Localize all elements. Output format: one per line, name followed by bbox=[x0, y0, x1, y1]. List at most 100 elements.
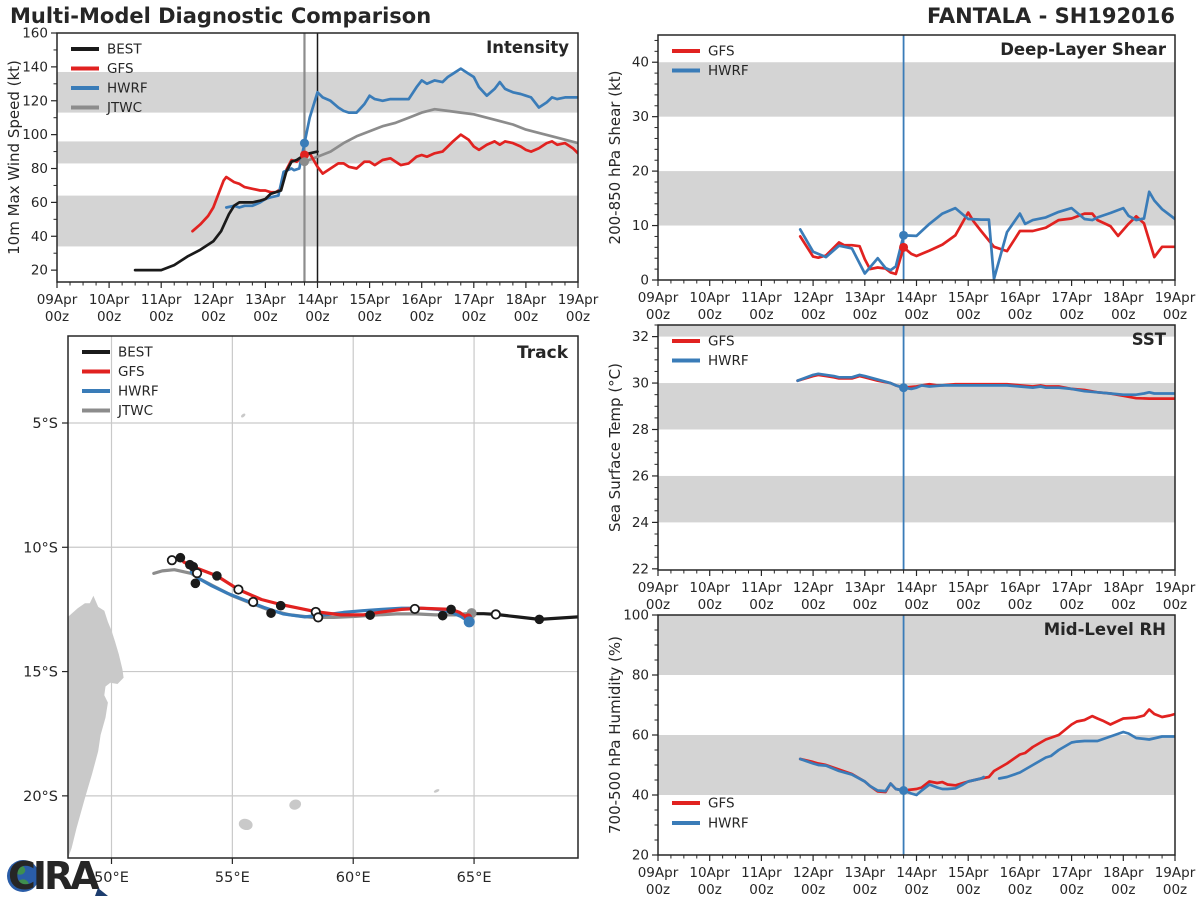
position-marker-open bbox=[248, 596, 259, 608]
series-gfs-intensity bbox=[191, 133, 578, 233]
map-x-tick: 50°E bbox=[94, 870, 129, 886]
position-marker-open bbox=[490, 609, 501, 620]
x-tick-hour: 00z bbox=[646, 882, 670, 898]
legend-sst: GFS HWRF bbox=[672, 334, 749, 369]
x-tick-day: 17Apr bbox=[1051, 580, 1092, 596]
x-tick-hour: 00z bbox=[410, 309, 434, 325]
legend-label-gfs: GFS bbox=[708, 334, 735, 350]
y-tick-label: 100 bbox=[22, 127, 48, 143]
madagascar-landmass bbox=[68, 595, 124, 858]
position-marker-filled bbox=[266, 608, 276, 618]
legend-label-gfs: GFS bbox=[118, 364, 145, 380]
island bbox=[241, 413, 246, 418]
legend-track: BEST GFS HWRF JTWC bbox=[82, 345, 159, 419]
y-tick-label: 160 bbox=[22, 26, 48, 42]
x-tick-day: 09Apr bbox=[638, 290, 679, 306]
x-tick-day: 13Apr bbox=[845, 580, 886, 596]
init-dot-hwrf bbox=[899, 786, 909, 795]
y-tick-label: 40 bbox=[31, 229, 48, 245]
x-tick-hour: 00z bbox=[1111, 882, 1135, 898]
cira-logo: CIRA bbox=[2, 844, 132, 900]
panel-track-map: 50°E 55°E 60°E 65°E 5°S 10°S 15°S 20°S Track BEST… bbox=[23, 335, 579, 886]
y-axis-label: 10m Max Wind Speed (kt) bbox=[5, 60, 23, 255]
y-tick-label: 20 bbox=[632, 848, 649, 864]
x-tick-hour: 00z bbox=[566, 309, 590, 325]
x-tick-hour: 00z bbox=[1059, 882, 1083, 898]
x-tick-day: 18Apr bbox=[1103, 580, 1144, 596]
y-tick-label: 40 bbox=[632, 55, 649, 71]
y-tick-label: 26 bbox=[632, 468, 649, 484]
panel-corner-label: Intensity bbox=[486, 38, 569, 57]
x-tick-day: 17Apr bbox=[454, 292, 495, 308]
y-tick-label: 0 bbox=[640, 273, 649, 289]
cira-logo-text: CIRA bbox=[8, 854, 100, 898]
x-tick-day: 15Apr bbox=[948, 580, 989, 596]
y-tick-label: 10 bbox=[632, 218, 649, 234]
x-tick-hour: 00z bbox=[1008, 597, 1032, 613]
x-tick-hour: 00z bbox=[1008, 882, 1032, 898]
legend-label-gfs: GFS bbox=[708, 44, 735, 60]
map-y-tick: 10°S bbox=[23, 540, 58, 556]
x-tick-day: 12Apr bbox=[793, 865, 834, 881]
panel-shear: 09Apr00z10Apr00z11Apr00z12Apr00z13Apr00z… bbox=[606, 34, 1196, 323]
x-tick-day: 11Apr bbox=[741, 865, 782, 881]
x-tick-day: 09Apr bbox=[638, 865, 679, 881]
position-marker-open bbox=[233, 584, 244, 595]
x-tick-hour: 00z bbox=[1163, 597, 1187, 613]
x-tick-day: 11Apr bbox=[741, 290, 782, 306]
x-tick-hour: 00z bbox=[698, 597, 722, 613]
legend-label-gfs: GFS bbox=[107, 61, 134, 77]
x-tick-hour: 00z bbox=[956, 597, 980, 613]
x-tick-hour: 00z bbox=[305, 309, 329, 325]
map-x-tick: 60°E bbox=[336, 870, 371, 886]
x-tick-day: 14Apr bbox=[896, 580, 937, 596]
x-tick-day: 11Apr bbox=[141, 292, 182, 308]
island bbox=[433, 789, 440, 793]
x-tick-hour: 00z bbox=[698, 307, 722, 323]
cira-logo-graphic: CIRA bbox=[7, 854, 108, 898]
position-marker-filled bbox=[275, 600, 286, 611]
x-tick-hour: 00z bbox=[956, 882, 980, 898]
y-tick-label: 120 bbox=[22, 93, 48, 109]
y-tick-label: 140 bbox=[22, 59, 48, 75]
map-x-tick: 65°E bbox=[457, 870, 492, 886]
position-marker-filled bbox=[175, 552, 186, 563]
x-tick-day: 14Apr bbox=[297, 292, 338, 308]
x-tick-day: 13Apr bbox=[245, 292, 286, 308]
x-tick-day: 18Apr bbox=[506, 292, 547, 308]
x-tick-hour: 00z bbox=[749, 882, 773, 898]
position-marker-filled bbox=[534, 614, 545, 625]
init-dot-hwrf bbox=[899, 230, 909, 240]
series-jtwc-intensity bbox=[303, 107, 578, 164]
legend-label-hwrf: HWRF bbox=[708, 353, 749, 369]
x-tick-day: 12Apr bbox=[193, 292, 234, 308]
position-marker-open bbox=[191, 568, 203, 579]
x-tick-day: 16Apr bbox=[401, 292, 442, 308]
series-gfs-shear bbox=[798, 211, 1175, 276]
legend-label-best: BEST bbox=[118, 345, 153, 361]
x-tick-hour: 00z bbox=[904, 597, 928, 613]
y-axis-label: Sea Surface Temp (°C) bbox=[606, 363, 624, 532]
x-tick-hour: 00z bbox=[801, 597, 825, 613]
x-tick-hour: 00z bbox=[514, 309, 538, 325]
series-hwrf-intensity bbox=[224, 67, 578, 209]
land-layer bbox=[68, 413, 440, 858]
init-dot-hwrf bbox=[299, 138, 309, 148]
init-dot-gfs bbox=[299, 150, 309, 160]
x-tick-day: 09Apr bbox=[638, 580, 679, 596]
x-tick-day: 18Apr bbox=[1103, 865, 1144, 881]
x-tick-day: 19Apr bbox=[1155, 580, 1196, 596]
x-tick-day: 19Apr bbox=[1155, 290, 1196, 306]
legend-label-best: BEST bbox=[107, 42, 142, 58]
x-tick-hour: 00z bbox=[1111, 597, 1135, 613]
x-tick-hour: 00z bbox=[646, 307, 670, 323]
panel-corner-label: Track bbox=[517, 343, 569, 363]
y-tick-label: 30 bbox=[632, 376, 649, 392]
position-marker-filled bbox=[212, 571, 222, 581]
x-tick-day: 15Apr bbox=[948, 290, 989, 306]
category-band bbox=[658, 325, 1175, 337]
map-y-tick: 20°S bbox=[23, 789, 58, 805]
island bbox=[238, 818, 253, 831]
position-marker-filled bbox=[365, 610, 375, 620]
y-tick-label: 60 bbox=[31, 195, 48, 211]
